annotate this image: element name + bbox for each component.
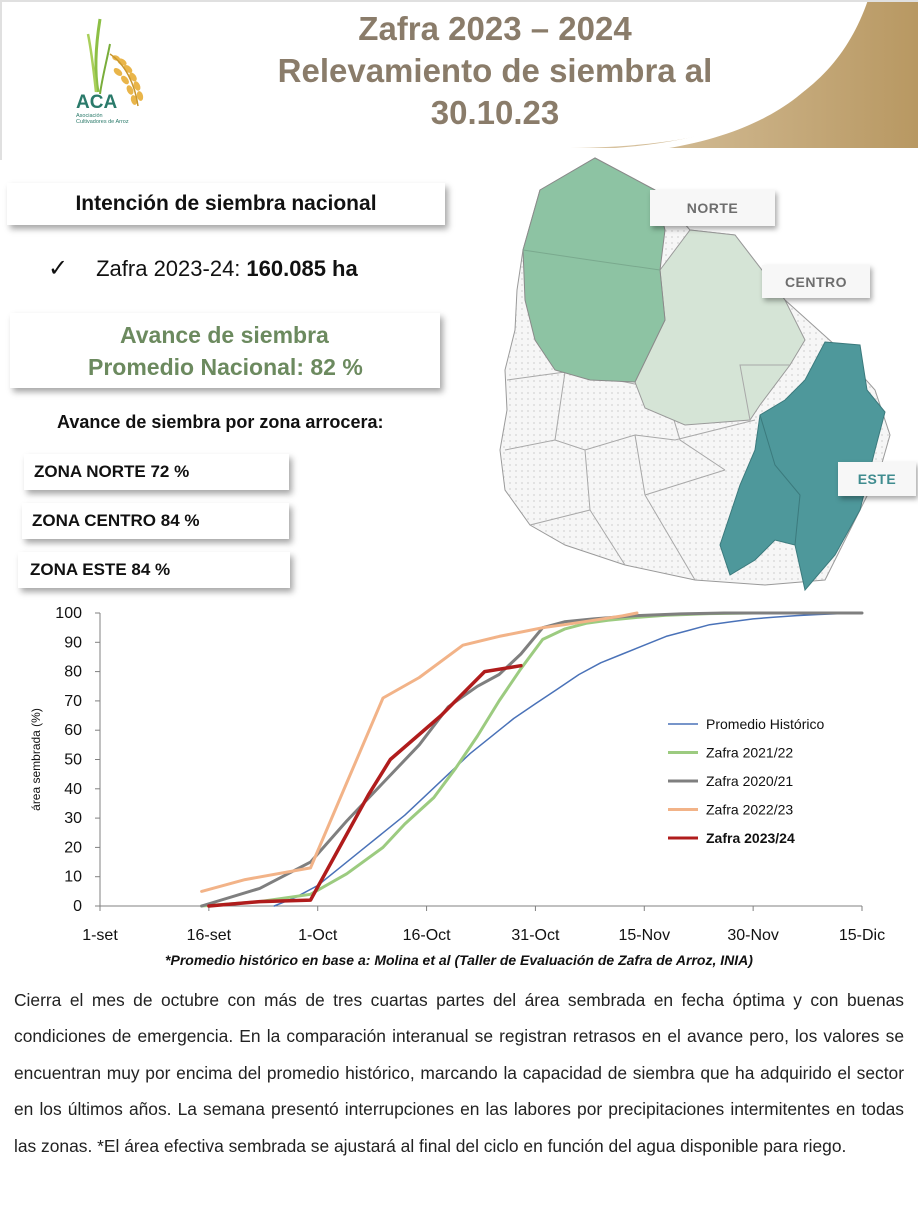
y-tick-label: 40: [64, 781, 82, 798]
logo-subtext-1: Asociación: [76, 113, 103, 119]
zafra-label: Zafra 2023-24:: [96, 255, 241, 281]
series-line-4: [207, 663, 523, 908]
page-title: Zafra 2023 – 2024 Relevamiento de siembr…: [200, 8, 790, 134]
legend-label-3: Zafra 2022/23: [706, 802, 793, 818]
avance-card: Avance de siembra Promedio Nacional: 82 …: [10, 313, 440, 388]
zone-centro-card: ZONA CENTRO 84 %: [22, 503, 289, 539]
y-tick-label: 90: [64, 634, 82, 651]
map-norte-boundary: [522, 249, 661, 271]
header-banner: [0, 0, 918, 165]
x-tick-label: 30-Nov: [727, 927, 779, 944]
legend-label-1: Zafra 2021/22: [706, 745, 793, 761]
zone-este-card: ZONA ESTE 84 %: [18, 552, 290, 588]
title-line-2: Relevamiento de siembra al: [277, 52, 713, 89]
map-label-norte: NORTE: [650, 190, 775, 226]
avance-national: Promedio Nacional: 82 %: [88, 354, 363, 380]
map-label-centro: CENTRO: [762, 265, 870, 298]
chart-footnote: *Promedio histórico en base a: Molina et…: [165, 952, 753, 968]
zafra-value: 160.085 ha: [246, 255, 358, 281]
y-tick-label: 20: [64, 839, 82, 856]
x-tick-label: 16-Oct: [403, 927, 452, 944]
y-tick-label: 100: [55, 605, 82, 622]
intent-card: Intención de siembra nacional: [7, 183, 445, 225]
map-label-este: ESTE: [838, 462, 916, 496]
y-axis-label: área sembrada (%): [29, 708, 43, 811]
uruguay-map: [499, 157, 891, 592]
y-tick-label: 60: [64, 722, 82, 739]
map-centro-boundary: [739, 364, 790, 421]
check-icon: ✓: [48, 255, 69, 282]
map-norte-region: [522, 157, 666, 383]
aca-logo: ACA Asociación Cultivadores de Arroz: [76, 18, 144, 125]
y-tick-label: 30: [64, 810, 82, 827]
map-este-boundary: [759, 414, 801, 546]
series-line-0: [273, 612, 863, 907]
y-tick-label: 0: [73, 898, 82, 915]
y-tick-label: 50: [64, 752, 82, 769]
series-line-2: [200, 611, 864, 908]
title-line-1: Zafra 2023 – 2024: [358, 10, 632, 47]
legend-label-0: Promedio Histórico: [706, 716, 824, 732]
x-tick-label: 1-set: [82, 927, 118, 944]
legend-label-2: Zafra 2020/21: [706, 773, 793, 789]
y-tick-label: 10: [64, 869, 82, 886]
x-tick-label: 15-Nov: [618, 927, 670, 944]
y-tick-label: 80: [64, 664, 82, 681]
summary-paragraph: Cierra el mes de octubre con más de tres…: [14, 990, 904, 1156]
logo-text: ACA: [76, 92, 117, 113]
legend-label-4: Zafra 2023/24: [706, 830, 795, 846]
logo-subtext-2: Cultivadores de Arroz: [76, 119, 129, 125]
x-tick-label: 31-Oct: [511, 927, 560, 944]
sowing-progress-chart: 0 10 20 30 40 50 60 70 80 90 100 1-set 16-set 1-Oct 16…: [29, 605, 885, 944]
x-tick-label: 16-set: [187, 927, 232, 944]
series-line-3: [200, 611, 639, 893]
zone-norte-card: ZONA NORTE 72 %: [24, 454, 289, 490]
avance-title: Avance de siembra: [120, 322, 329, 348]
x-tick-label: 15-Dic: [839, 927, 885, 944]
zafra-intent-line: ✓ Zafra 2023-24: 160.085 ha: [48, 254, 358, 283]
y-tick-label: 70: [64, 693, 82, 710]
zones-heading: Avance de siembra por zona arrocera:: [57, 412, 384, 432]
title-line-3: 30.10.23: [430, 94, 560, 131]
x-tick-label: 1-Oct: [298, 927, 338, 944]
